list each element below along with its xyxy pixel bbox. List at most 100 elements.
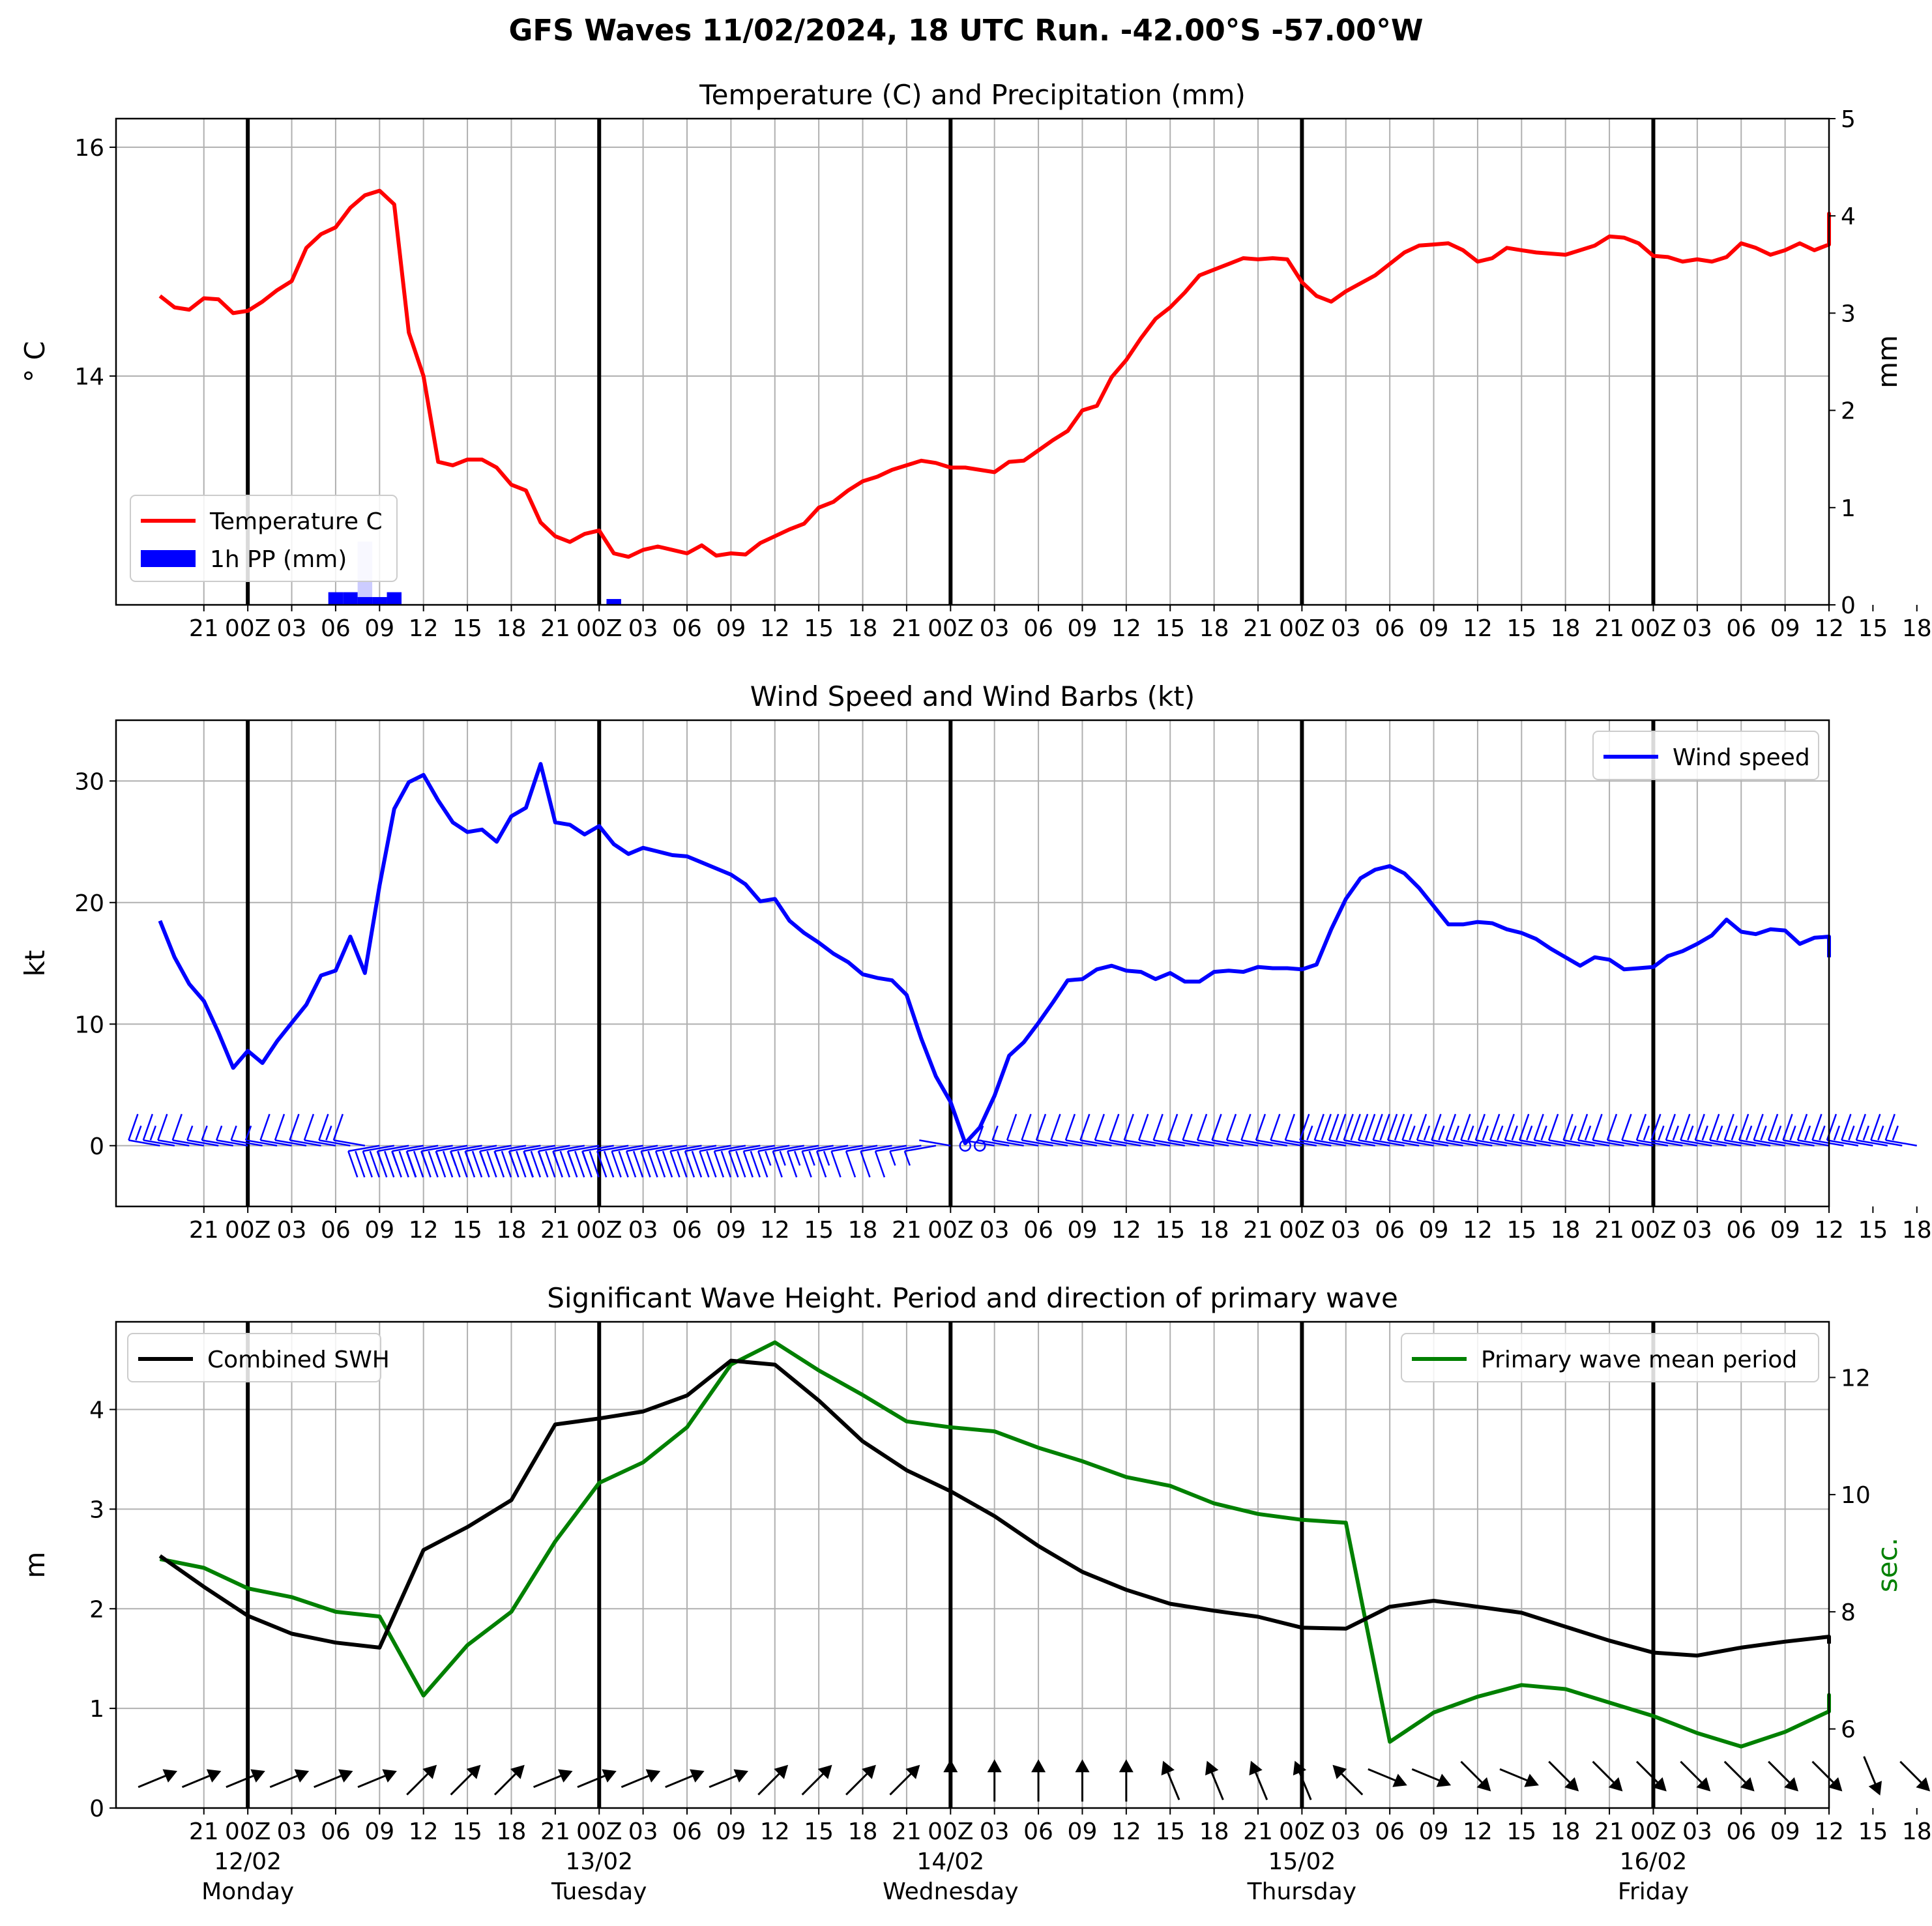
wind-barb-shaft — [421, 1145, 453, 1152]
wind-barb-flag — [1811, 1113, 1822, 1141]
wind-barb-half-flag — [1687, 1125, 1694, 1141]
wind-barb-flag — [457, 1150, 468, 1178]
wind-barb-shaft — [772, 1145, 804, 1152]
wind-barb — [625, 1145, 658, 1178]
x-tick-label: 18 — [848, 1217, 878, 1244]
wind-barb-shaft — [509, 1145, 541, 1152]
wind-barb — [1109, 1113, 1141, 1146]
arrow-shaft — [138, 1773, 169, 1788]
wave-direction-arrow — [577, 1769, 617, 1788]
wind-barb-shaft — [875, 1145, 907, 1152]
wind-barb — [713, 1145, 746, 1178]
x-tick-label: 15 — [452, 1217, 482, 1244]
wave-direction-arrow — [1723, 1760, 1755, 1792]
x-tick-label: 18 — [1199, 1217, 1229, 1244]
arrow-head — [162, 1769, 177, 1783]
wind-barb-flag — [516, 1150, 527, 1178]
wind-barb-flag — [1753, 1113, 1764, 1141]
wind-barb — [1225, 1113, 1259, 1146]
wind-barb — [1270, 1113, 1302, 1146]
wind-barb — [728, 1145, 761, 1178]
wind-barb — [1357, 1113, 1390, 1146]
wind-barb-flag — [486, 1150, 497, 1178]
wind-barb — [1079, 1113, 1112, 1146]
precip-bar — [372, 597, 387, 605]
wind-barb-shaft — [1475, 1139, 1508, 1146]
wind-barb — [303, 1113, 336, 1146]
wind-barb-half-flag — [1409, 1125, 1416, 1141]
wind-barb-flag — [530, 1150, 542, 1178]
x-tick-label: 00Z — [576, 1217, 622, 1244]
wind-barb — [1460, 1113, 1493, 1146]
wind-barb-flag — [442, 1150, 454, 1178]
wind-barb-shaft — [1753, 1139, 1785, 1146]
x-tick-label: 12 — [1111, 615, 1141, 642]
wind-barb-flag — [1379, 1113, 1390, 1141]
wind-barb-shaft — [890, 1145, 922, 1152]
wind-barb-flag — [545, 1150, 556, 1178]
wave-direction-arrow — [1411, 1768, 1452, 1787]
wave-direction-arrow — [1768, 1760, 1798, 1792]
wind-barb-flag — [1519, 1113, 1530, 1141]
wind-barb-flag — [1079, 1113, 1090, 1141]
wind-barb — [845, 1145, 878, 1178]
day-date-label: 12/02 — [214, 1848, 282, 1875]
wind-barb-half-flag — [1540, 1125, 1547, 1141]
wind-barb-flag — [1094, 1113, 1105, 1141]
x-tick-label: 21 — [540, 615, 570, 642]
precip-bar — [387, 592, 402, 605]
wind-barb-flag — [786, 1150, 798, 1178]
wind-barb — [201, 1125, 233, 1146]
wind-barb-shaft — [216, 1139, 248, 1146]
x-tick-label: 03 — [1331, 1818, 1361, 1845]
x-tick-label: 06 — [1726, 615, 1756, 642]
x-tick-label: 00Z — [1630, 1818, 1676, 1845]
wind-barb-half-flag — [1804, 1125, 1811, 1141]
wind-barb-shaft — [1139, 1139, 1171, 1146]
wind-barb-half-flag — [1584, 1125, 1592, 1141]
wind-barb-half-flag — [1423, 1125, 1431, 1141]
temperature-line — [158, 188, 1831, 559]
wind-barb-flag — [699, 1150, 710, 1178]
wind-barb — [1021, 1113, 1053, 1146]
wind-barb-shaft — [1094, 1139, 1127, 1146]
x-tick-label: 15 — [1858, 615, 1888, 642]
wind-barb-shaft — [596, 1145, 629, 1152]
wave-direction-arrow — [269, 1769, 310, 1788]
wind-barb-flag — [464, 1150, 476, 1178]
x-tick-label: 06 — [1726, 1818, 1756, 1845]
y2-tick-label: 5 — [1841, 106, 1856, 133]
wind-barb-flag — [684, 1150, 695, 1178]
wind-barb-half-flag — [201, 1125, 208, 1141]
wind-barb-flag — [384, 1150, 395, 1178]
x-tick-label: 21 — [189, 1818, 219, 1845]
arrow-shaft — [533, 1773, 564, 1788]
wind-barb — [215, 1125, 248, 1146]
arrow-shaft — [269, 1773, 301, 1788]
wind-barb-flag — [1738, 1113, 1749, 1141]
arrow-shaft — [1768, 1760, 1793, 1786]
wind-barb-flag — [1401, 1113, 1412, 1141]
legend: Primary wave mean period — [1401, 1333, 1819, 1382]
wind-barb — [1313, 1113, 1346, 1146]
wind-barb — [1753, 1113, 1785, 1146]
day-weekday-label: Friday — [1618, 1878, 1689, 1905]
arrow-head — [1828, 1777, 1843, 1792]
wind-barb-shaft — [626, 1145, 658, 1152]
x-tick-label: 21 — [540, 1217, 570, 1244]
wind-barb — [1680, 1113, 1712, 1146]
arrow-head — [294, 1769, 310, 1783]
wind-barb — [801, 1145, 834, 1178]
wind-barb — [1123, 1113, 1156, 1146]
wind-barb — [1094, 1113, 1127, 1146]
wind-barb-shaft — [1329, 1139, 1361, 1146]
wind-barb-shaft — [816, 1145, 849, 1152]
x-tick-label: 15 — [1858, 1818, 1888, 1845]
wind-barb-shaft — [860, 1145, 892, 1152]
legend-swatch — [141, 550, 196, 567]
wind-barb-flag — [369, 1150, 380, 1178]
wind-barb-shaft — [172, 1139, 204, 1146]
wind-barb-shaft — [1197, 1139, 1229, 1146]
wind-barb-flag — [772, 1150, 783, 1178]
wind-barb-shaft — [1841, 1139, 1873, 1146]
